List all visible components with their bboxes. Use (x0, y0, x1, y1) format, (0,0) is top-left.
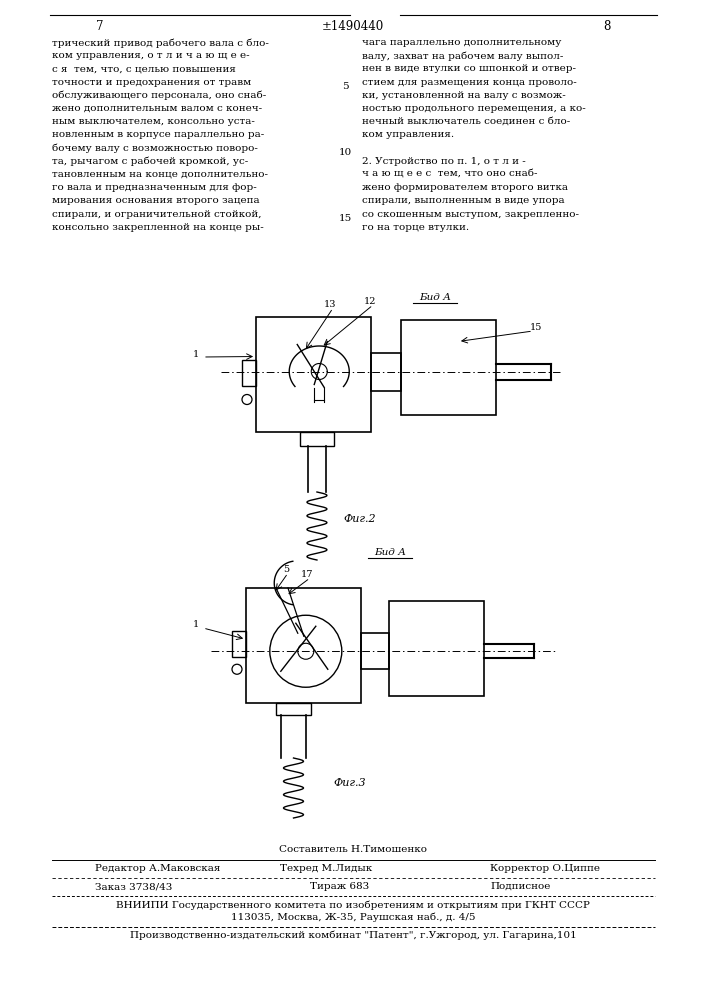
Text: 13: 13 (324, 300, 337, 309)
Text: со скошенным выступом, закрепленно-: со скошенным выступом, закрепленно- (362, 210, 579, 219)
Text: 1: 1 (193, 620, 199, 629)
Text: 1: 1 (193, 350, 199, 359)
Text: мирования основания второго зацепа: мирования основания второго зацепа (52, 196, 259, 205)
Bar (361, 633, 389, 669)
Text: 5: 5 (341, 82, 349, 91)
Bar (276, 703, 311, 715)
Bar (300, 432, 334, 446)
Text: ным выключателем, консольно уста-: ным выключателем, консольно уста- (52, 117, 255, 126)
Bar (232, 631, 246, 657)
Text: жено дополнительным валом с конеч-: жено дополнительным валом с конеч- (52, 104, 262, 113)
Text: с я  тем, что, с целью повышения: с я тем, что, с целью повышения (52, 64, 236, 73)
Text: Производственно-издательский комбинат "Патент", г.Ужгород, ул. Гагарина,101: Производственно-издательский комбинат "П… (129, 931, 576, 940)
Text: Техред М.Лидык: Техред М.Лидык (280, 864, 373, 873)
Text: 113035, Москва, Ж-35, Раушская наб., д. 4/5: 113035, Москва, Ж-35, Раушская наб., д. … (230, 913, 475, 922)
Text: 17: 17 (300, 570, 313, 579)
Bar (256, 317, 371, 432)
Text: чага параллельно дополнительному: чага параллельно дополнительному (362, 38, 561, 47)
Text: ком управления, о т л и ч а ю щ е е-: ком управления, о т л и ч а ю щ е е- (52, 51, 250, 60)
Text: Тираж 683: Тираж 683 (310, 882, 369, 891)
Text: консольно закрепленной на конце ры-: консольно закрепленной на конце ры- (52, 223, 264, 232)
Bar (371, 353, 401, 390)
Text: спирали, и ограничительной стойкой,: спирали, и ограничительной стойкой, (52, 210, 262, 219)
Text: стием для размещения конца проволо-: стием для размещения конца проволо- (362, 78, 577, 87)
Text: нен в виде втулки со шпонкой и отвер-: нен в виде втулки со шпонкой и отвер- (362, 64, 576, 73)
Text: го вала и предназначенным для фор-: го вала и предназначенным для фор- (52, 183, 257, 192)
Text: Заказ 3738/43: Заказ 3738/43 (95, 882, 173, 891)
Text: ч а ю щ е е с  тем, что оно снаб-: ч а ю щ е е с тем, что оно снаб- (362, 170, 537, 179)
Text: обслуживающего персонала, оно снаб-: обслуживающего персонала, оно снаб- (52, 91, 267, 100)
Text: ВНИИПИ Государственного комитета по изобретениям и открытиям при ГКНТ СССР: ВНИИПИ Государственного комитета по изоб… (116, 900, 590, 910)
Text: Фиг.3: Фиг.3 (334, 778, 366, 788)
Text: точности и предохранения от травм: точности и предохранения от травм (52, 78, 251, 87)
Text: Бид А: Бид А (374, 548, 406, 557)
Text: 15: 15 (339, 214, 351, 223)
Text: ностью продольного перемещения, а ко-: ностью продольного перемещения, а ко- (362, 104, 586, 113)
Text: 5: 5 (283, 565, 289, 574)
Bar (401, 320, 496, 414)
Text: бочему валу с возможностью поворо-: бочему валу с возможностью поворо- (52, 144, 258, 153)
Text: тановленным на конце дополнительно-: тановленным на конце дополнительно- (52, 170, 268, 179)
Text: та, рычагом с рабочей кромкой, ус-: та, рычагом с рабочей кромкой, ус- (52, 157, 248, 166)
Text: 12: 12 (363, 297, 376, 306)
Bar (389, 601, 484, 696)
Text: ки, установленной на валу с возмож-: ки, установленной на валу с возмож- (362, 91, 566, 100)
Text: нечный выключатель соединен с бло-: нечный выключатель соединен с бло- (362, 117, 571, 126)
Text: спирали, выполненным в виде упора: спирали, выполненным в виде упора (362, 196, 565, 205)
Text: 15: 15 (530, 323, 542, 332)
Text: Подписное: Подписное (490, 882, 550, 891)
Text: 7: 7 (96, 20, 104, 33)
Text: Фиг.2: Фиг.2 (344, 514, 376, 524)
Text: 10: 10 (339, 148, 351, 157)
Text: го на торце втулки.: го на торце втулки. (362, 223, 469, 232)
Text: Редактор А.Маковская: Редактор А.Маковская (95, 864, 221, 873)
Text: 2. Устройство по п. 1, о т л и -: 2. Устройство по п. 1, о т л и - (362, 157, 526, 166)
Text: трический привод рабочего вала с бло-: трический привод рабочего вала с бло- (52, 38, 269, 47)
Bar (246, 588, 361, 703)
Text: Корректор О.Циппе: Корректор О.Циппе (490, 864, 600, 873)
Text: ±1490440: ±1490440 (322, 20, 384, 33)
Text: валу, захват на рабочем валу выпол-: валу, захват на рабочем валу выпол- (362, 51, 563, 61)
Bar (242, 360, 256, 385)
Text: Бид А: Бид А (419, 293, 451, 302)
Text: новленным в корпусе параллельно ра-: новленным в корпусе параллельно ра- (52, 130, 264, 139)
Text: Составитель Н.Тимошенко: Составитель Н.Тимошенко (279, 845, 427, 854)
Text: 8: 8 (603, 20, 611, 33)
Text: жено формирователем второго витка: жено формирователем второго витка (362, 183, 568, 192)
Text: ком управления.: ком управления. (362, 130, 454, 139)
